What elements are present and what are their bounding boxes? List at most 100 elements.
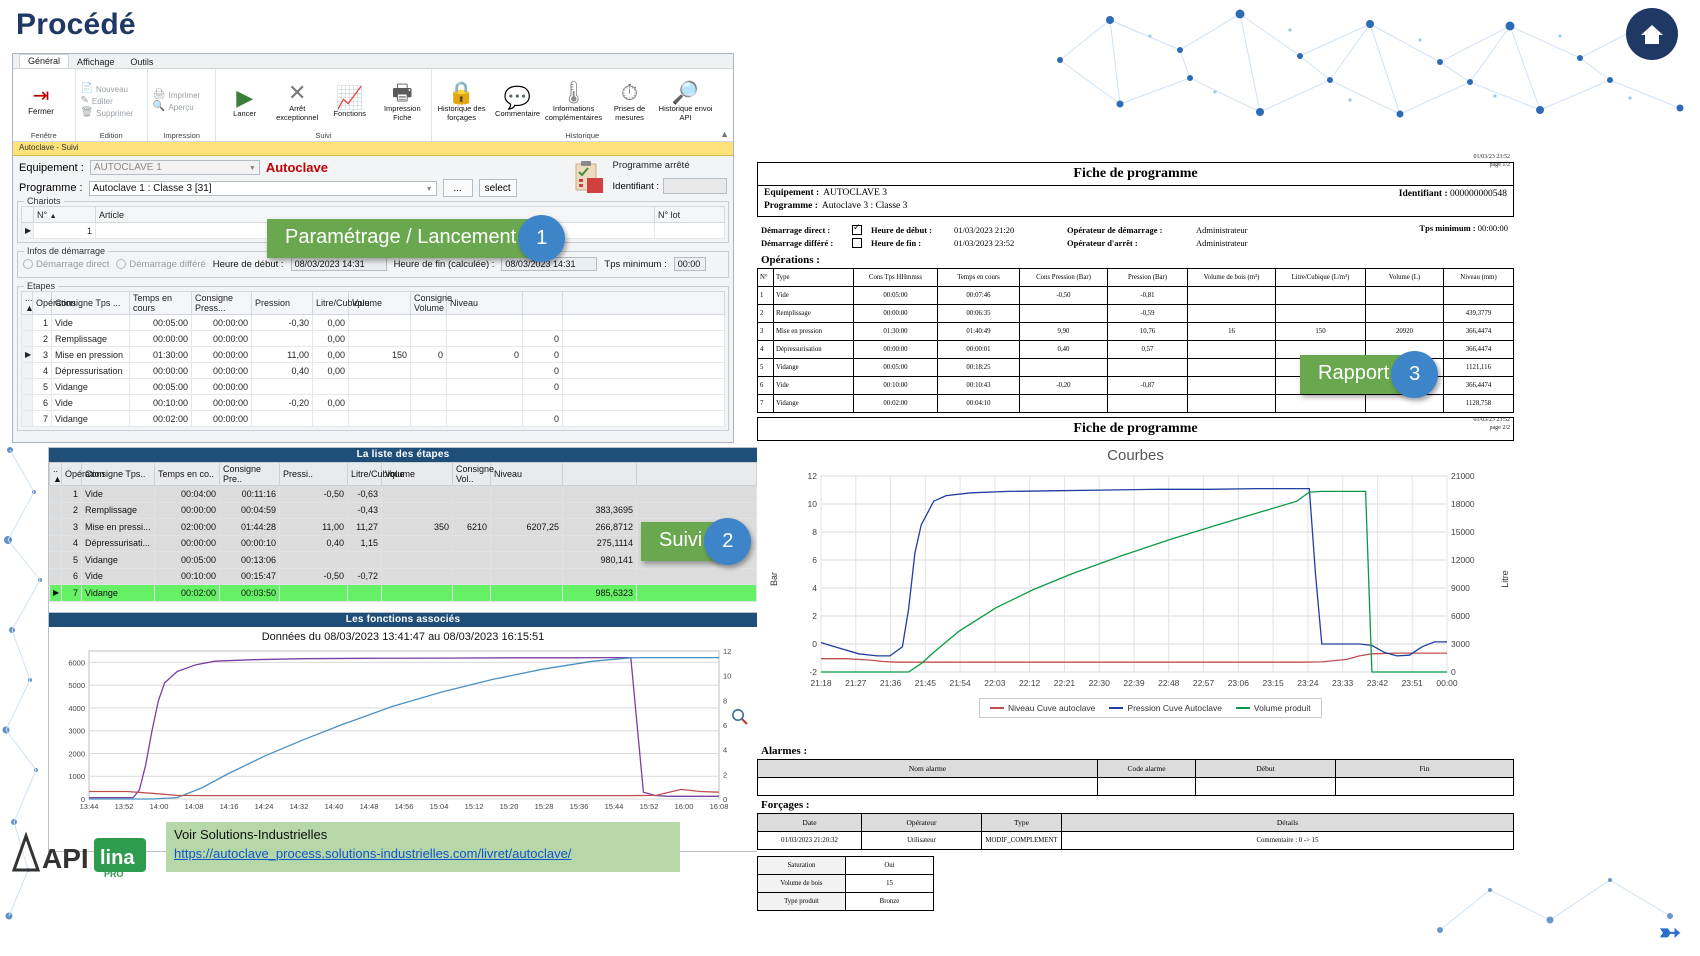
report-forcages-table: Date Opérateur Type Détails 01/03/2023 21:2… [757,813,1514,850]
col-chariot-lot[interactable]: N° lot [654,206,725,223]
row-selector[interactable]: ▶ [49,584,62,602]
home-button[interactable] [1626,8,1678,60]
col-etape-0[interactable]: ... ▲ [21,291,34,315]
prises-de-mesures-button[interactable]: ⏱ Prises de mesures [613,80,646,122]
row-selector[interactable] [21,314,33,331]
table-row[interactable]: 5 Vidange 00:05:00 00:00:00 0 [21,378,725,395]
ident-field[interactable] [663,178,727,194]
table-row[interactable]: ▶ 3 Mise en pression 01:30:00 00:00:00 11,00 0… [21,346,725,363]
col-etape-4[interactable]: Consigne Press... [191,291,252,315]
col-suivi-10[interactable] [562,462,637,486]
equipment-select[interactable]: AUTOCLAVE 1 ▼ [89,160,260,175]
table-row[interactable]: 4 Dépressurisation 00:00:00 00:00:00 0,40 0,0… [21,362,725,379]
select-button[interactable]: select [478,179,517,197]
history-lock-icon: 🔒 [447,80,476,106]
col-suivi-8[interactable]: Consigne Vol.. [452,462,494,486]
historique-envoi-api-button[interactable]: 🔎 Historique envoi API [658,80,713,122]
row-selector[interactable] [21,362,33,379]
impression-fiche-button[interactable]: 🖶 Impression Fiche [383,80,421,122]
zoom-magnifier-icon[interactable] [731,708,749,731]
historique-forcages-button[interactable]: 🔒 Historique des forçages [437,80,486,122]
fermer-button[interactable]: ⇥ Fermer [15,86,67,116]
col-suivi-2[interactable]: Consigne Tps.. [81,462,155,486]
col-suivi-5[interactable]: Pressi.. [279,462,348,486]
imprimer-button[interactable]: 🖨 Imprimer [152,89,201,100]
fonctions-chart[interactable]: 0 1000 2000 3000 4000 5000 6000 13:44 13:52 14:00… [55,645,751,821]
col-etape-2[interactable]: Consigne Tps ... [51,291,130,315]
row-selector[interactable]: ▶ [21,346,33,363]
col-suivi-1[interactable]: Opération [61,462,105,486]
col-etape-10[interactable] [522,291,563,315]
supprimer-button[interactable]: 🗑 Supprimer [80,107,134,118]
col-suivi-6[interactable]: Litre/Cubique [347,462,405,486]
table-row[interactable]: 6 Vide 00:10:00 00:00:00 -0,20 0,00 [21,394,725,411]
svg-text:23:24: 23:24 [1297,678,1319,688]
arret-exceptionnel-button[interactable]: ✕ Arrêt exceptionnel [276,80,319,122]
row-selector[interactable]: ▶ [21,222,34,239]
col-suivi-9[interactable]: Niveau [490,462,563,486]
cell-suivi-tps: 00:00:10 [219,534,280,552]
row-selector[interactable] [49,501,62,519]
col-suivi-0[interactable]: .. ▲ [49,462,62,486]
row-selector[interactable] [21,410,33,427]
cell-etape-cons-p [251,378,313,395]
col-chariot-num[interactable]: N° ▲ [33,206,96,223]
courbes-chart[interactable]: Bar Litre -2 0 2 4 6 8 10 12 21:18 21:27 21:36 21:4… [761,466,1510,718]
cell-suivi-n: 7 [61,584,82,602]
table-row[interactable]: 2 Remplissage 00:00:00 00:04:59 -0,43 383,369… [49,501,757,519]
nouveau-button[interactable]: 📄 Nouveau [80,83,128,94]
table-row[interactable]: 6 Vide 00:10:00 00:15:47 -0,50 -0,72 [49,567,757,585]
start-direct-checkbox[interactable] [852,223,862,235]
row-selector[interactable] [49,518,62,536]
table-header-row: N° Type Cons Tps HHmmss Temps en cours Cons … [757,268,1514,287]
col-etape-1[interactable]: Opération [32,291,76,315]
row-selector[interactable] [21,330,33,347]
row-selector[interactable] [49,534,62,552]
col-etape-7[interactable]: Volume [348,291,411,315]
chevron-down-icon: ▼ [425,185,433,193]
col-etape-8[interactable]: Consigne Volume [410,291,452,315]
solutions-industrielles-link[interactable]: https://autoclave_process.solutions-indu… [174,846,572,861]
col-suivi-4[interactable]: Consigne Pre.. [219,462,280,486]
col-etape-9[interactable]: Niveau [446,291,523,315]
row-selector[interactable] [21,378,33,395]
table-row[interactable]: 5 Vidange 00:05:00 00:13:06 980,141 [49,551,757,569]
tps-minimum-field[interactable]: 00:00 [673,257,706,271]
editer-button[interactable]: ✎ Editer [80,95,113,106]
col-suivi-7[interactable]: Volume [381,462,453,486]
table-row[interactable]: ▶ 7 Vidange 00:02:00 00:03:50 985,6323 [49,584,757,602]
fonctions-button[interactable]: 📈 Fonctions [333,84,366,118]
lancer-button[interactable]: ▶ Lancer [233,84,257,118]
tab-general[interactable]: Général [19,54,70,68]
col-etape-5[interactable]: Pression [251,291,313,315]
cell-op-vbois [1187,394,1276,413]
tab-outils[interactable]: Outils [130,57,154,67]
scroll-down-button[interactable]: ➳ [1659,916,1681,947]
col-etape-3[interactable]: Temps en cours [129,291,192,315]
row-selector[interactable] [49,551,62,569]
radio-demarrage-direct[interactable]: Démarrage direct [23,259,109,270]
tab-affichage[interactable]: Affichage [77,57,115,67]
cell-suivi-p [347,584,382,602]
col-etape-6[interactable]: Litre/Cubique [312,291,370,315]
cell-op-vbois [1187,286,1276,305]
row-selector[interactable] [49,567,62,585]
table-row[interactable]: 7 Vidange 00:02:00 00:00:00 0 [21,410,725,427]
collapse-ribbon-icon[interactable]: ▲ [720,129,729,139]
radio-demarrage-differe[interactable]: Démarrage différé [116,259,206,270]
table-row[interactable]: 2 Remplissage 00:00:00 00:00:00 0,00 0 [21,330,725,347]
informations-complementaires-button[interactable]: 🌡 Informations complémentaires [545,80,603,122]
start-differe-checkbox[interactable] [852,237,862,248]
program-select[interactable]: Autoclave 1 : Classe 3 [31] ▼ [88,180,437,196]
commentaire-button[interactable]: 💬 Commentaire [495,84,541,118]
col-suivi-3[interactable]: Temps en co.. [154,462,220,486]
table-row[interactable]: 1 Vide 00:04:00 00:11:16 -0,50 -0,63 [49,485,757,503]
apercu-button[interactable]: 🔍 Aperçu [152,101,194,112]
table-row[interactable]: 3 Mise en pressi... 02:00:00 01:44:28 11,00 1… [49,518,757,536]
program-browse-button[interactable]: ... [442,179,473,197]
row-selector[interactable] [49,485,62,503]
col-chariot-article[interactable]: Article [95,206,655,223]
table-row[interactable]: 1 Vide 00:05:00 00:00:00 -0,30 0,00 [21,314,725,331]
svg-text:10: 10 [808,499,818,509]
row-selector[interactable] [21,394,33,411]
